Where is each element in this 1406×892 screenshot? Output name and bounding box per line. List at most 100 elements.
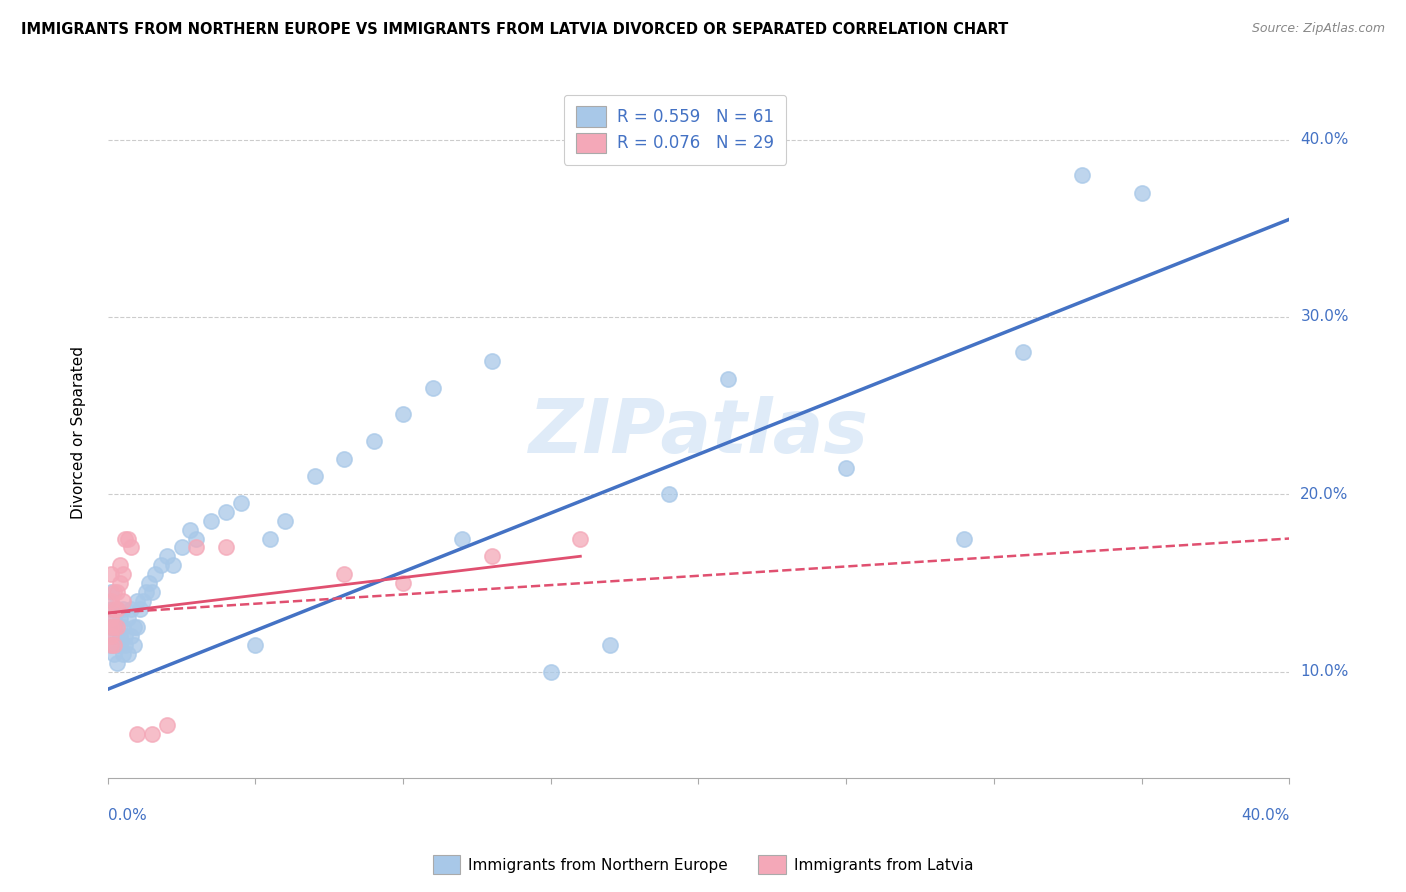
Point [599,638,621,652]
Point [114,629,136,643]
Point [114,638,136,652]
Point [143,566,166,581]
Text: 20.0%: 20.0% [1301,487,1348,501]
Point [170,541,193,555]
Point [124,638,146,652]
Legend: R = 0.559   N = 61, R = 0.076   N = 29: R = 0.559 N = 61, R = 0.076 N = 29 [564,95,786,164]
Point [215,541,238,555]
Point [1130,186,1153,200]
Point [120,629,142,643]
Point [481,354,503,368]
Point [392,408,415,422]
Point [274,514,297,528]
Point [103,584,125,599]
Point [129,602,152,616]
Point [540,665,562,679]
Point [100,602,122,616]
Point [156,549,179,564]
Point [103,602,125,616]
Point [105,656,128,670]
Point [156,717,179,731]
Point [105,584,128,599]
Point [108,638,131,652]
Point [111,620,134,634]
Text: 30.0%: 30.0% [1301,310,1348,325]
Point [127,726,149,740]
Point [103,638,125,652]
Point [127,620,149,634]
Legend: Immigrants from Northern Europe, Immigrants from Latvia: Immigrants from Northern Europe, Immigra… [427,849,979,880]
Point [100,620,122,634]
Point [114,532,136,546]
Point [569,532,592,546]
Point [333,566,356,581]
Point [100,593,122,607]
Point [451,532,474,546]
Y-axis label: Divorced or Separated: Divorced or Separated [72,345,86,518]
Point [124,620,146,634]
Point [229,496,252,510]
Point [100,629,122,643]
Point [105,620,128,634]
Point [127,593,149,607]
Point [103,629,125,643]
Point [481,549,503,564]
Point [105,638,128,652]
Text: 0.0%: 0.0% [108,808,146,823]
Point [108,611,131,625]
Point [108,558,131,573]
Point [105,602,128,616]
Point [132,593,155,607]
Point [179,523,201,537]
Point [363,434,385,448]
Point [149,558,172,573]
Text: ZIPatlas: ZIPatlas [529,396,869,468]
Point [117,611,139,625]
Point [108,629,131,643]
Point [117,647,139,661]
Point [138,575,160,590]
Point [200,514,222,528]
Point [100,638,122,652]
Point [422,381,444,395]
Point [108,575,131,590]
Point [141,584,163,599]
Point [141,726,163,740]
Point [953,532,976,546]
Point [392,575,415,590]
Point [103,620,125,634]
Point [103,611,125,625]
Point [717,372,740,386]
Point [1071,168,1094,182]
Point [105,620,128,634]
Point [100,620,122,634]
Point [117,532,139,546]
Point [186,532,208,546]
Point [100,566,122,581]
Point [135,584,157,599]
Point [103,647,125,661]
Point [111,602,134,616]
Text: Source: ZipAtlas.com: Source: ZipAtlas.com [1251,22,1385,36]
Point [333,451,356,466]
Point [111,647,134,661]
Text: 40.0%: 40.0% [1301,132,1348,147]
Point [111,593,134,607]
Point [259,532,281,546]
Point [1012,345,1035,359]
Point [120,541,142,555]
Point [100,611,122,625]
Point [186,541,208,555]
Text: 10.0%: 10.0% [1301,664,1348,679]
Point [111,566,134,581]
Text: IMMIGRANTS FROM NORTHERN EUROPE VS IMMIGRANTS FROM LATVIA DIVORCED OR SEPARATED : IMMIGRANTS FROM NORTHERN EUROPE VS IMMIG… [21,22,1008,37]
Point [105,602,128,616]
Point [304,469,326,483]
Point [658,487,681,501]
Point [835,460,858,475]
Text: 40.0%: 40.0% [1241,808,1289,823]
Point [120,602,142,616]
Point [215,505,238,519]
Point [162,558,184,573]
Point [245,638,267,652]
